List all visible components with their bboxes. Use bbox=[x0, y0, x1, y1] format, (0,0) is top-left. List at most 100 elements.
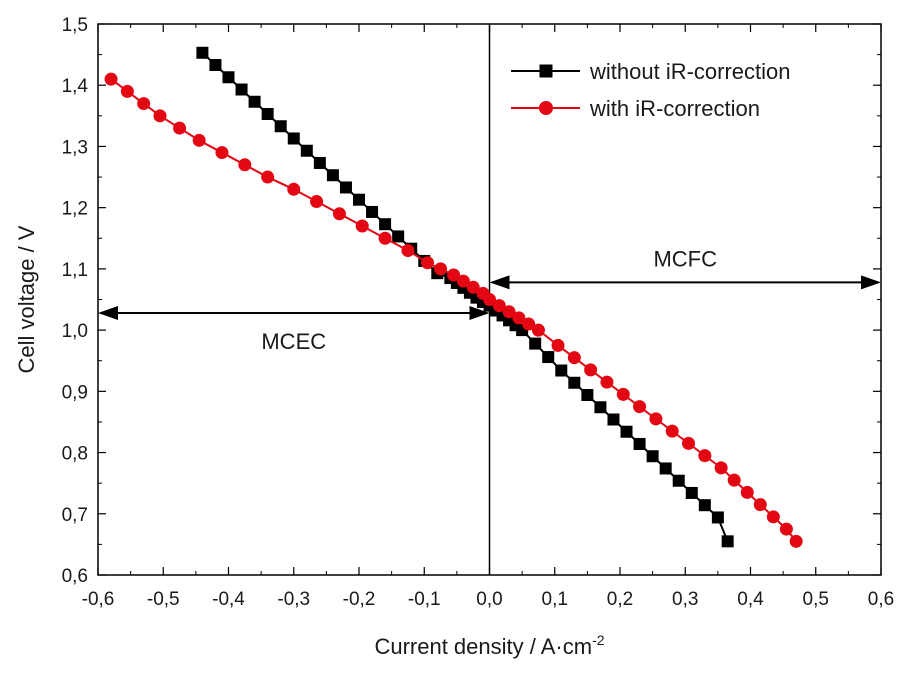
data-point-circle bbox=[466, 280, 480, 294]
data-point-square bbox=[509, 319, 522, 332]
data-point-circle bbox=[456, 274, 470, 288]
data-point-circle bbox=[682, 436, 696, 450]
legend-square-marker-icon bbox=[539, 64, 553, 78]
y-tick-label: 1,2 bbox=[62, 199, 88, 220]
data-point-square bbox=[261, 107, 274, 120]
y-tick-label: 1,3 bbox=[62, 137, 88, 158]
data-point-circle bbox=[522, 317, 536, 331]
data-point-square bbox=[326, 169, 339, 182]
data-point-square bbox=[659, 462, 672, 475]
y-tick-label: 1,1 bbox=[62, 260, 88, 281]
data-point-circle bbox=[215, 146, 229, 160]
data-point-square bbox=[711, 511, 724, 524]
data-point-square bbox=[633, 437, 646, 450]
data-point-square bbox=[698, 499, 711, 512]
x-tick-label: 0,2 bbox=[607, 589, 633, 610]
data-point-square bbox=[235, 83, 248, 96]
data-point-circle bbox=[447, 268, 461, 282]
series-with-ir bbox=[104, 72, 803, 548]
data-point-circle bbox=[502, 305, 516, 319]
data-point-square bbox=[379, 218, 392, 231]
legend-circle-marker-icon bbox=[539, 101, 553, 115]
data-point-circle bbox=[355, 219, 369, 233]
data-point-circle bbox=[287, 182, 301, 196]
y-axis-title: Cell voltage / V bbox=[14, 225, 39, 373]
data-point-square bbox=[607, 413, 620, 426]
series-without-ir bbox=[196, 46, 734, 548]
data-point-circle bbox=[753, 498, 767, 512]
annotation-label: MCEC bbox=[261, 329, 326, 354]
annotations: MCEC MCFC bbox=[98, 246, 881, 354]
y-tick-label: 0,9 bbox=[62, 382, 88, 403]
y-tick-label: 0,6 bbox=[62, 566, 88, 587]
data-point-circle bbox=[104, 72, 118, 86]
data-point-circle bbox=[332, 207, 346, 221]
data-point-circle bbox=[633, 400, 647, 414]
arrow-head-right-icon bbox=[861, 275, 881, 290]
data-point-circle bbox=[789, 534, 803, 548]
data-point-square bbox=[222, 71, 235, 84]
data-point-square bbox=[555, 364, 568, 377]
data-point-circle bbox=[120, 84, 134, 98]
data-point-circle bbox=[551, 338, 565, 352]
data-point-circle bbox=[421, 256, 435, 270]
data-point-circle bbox=[137, 97, 151, 111]
data-point-circle bbox=[714, 461, 728, 475]
data-point-circle bbox=[173, 121, 187, 135]
annotation-mcec: MCEC bbox=[98, 305, 490, 354]
data-point-circle bbox=[153, 109, 167, 123]
data-point-circle bbox=[727, 473, 741, 487]
data-point-square bbox=[581, 389, 594, 402]
data-point-square bbox=[685, 486, 698, 499]
arrow-head-left-icon bbox=[98, 305, 118, 320]
x-tick-label: 0,4 bbox=[737, 589, 764, 610]
data-point-square bbox=[196, 46, 209, 59]
data-point-square bbox=[339, 181, 352, 194]
arrow-head-left-icon bbox=[489, 275, 510, 290]
data-point-square bbox=[366, 205, 379, 218]
y-tick-label: 0,8 bbox=[62, 444, 88, 465]
y-tick-label: 1,0 bbox=[62, 321, 88, 342]
x-tick-label: -0,5 bbox=[147, 589, 180, 610]
x-tick-label: 0,6 bbox=[868, 589, 894, 610]
x-tick-label: 0,1 bbox=[542, 589, 568, 610]
data-point-circle bbox=[766, 510, 780, 524]
data-point-circle bbox=[401, 244, 415, 258]
data-point-square bbox=[721, 535, 734, 548]
data-point-circle bbox=[492, 299, 506, 313]
legend: without iR-correction with iR-correction bbox=[511, 59, 791, 121]
x-tick-label: -0,2 bbox=[343, 589, 376, 610]
axes: -0,6 -0,5 -0,4 -0,3 -0,2 -0,1 0,0 0,1 0,2 0,3 0,4 0… bbox=[62, 15, 895, 610]
data-point-square bbox=[672, 474, 685, 487]
data-point-square bbox=[209, 59, 222, 72]
data-point-square bbox=[392, 230, 405, 243]
data-point-circle bbox=[434, 262, 448, 276]
y-tick-label: 1,4 bbox=[62, 76, 89, 97]
plot-series bbox=[104, 46, 803, 548]
data-point-circle bbox=[238, 158, 252, 172]
data-point-square bbox=[274, 120, 287, 133]
data-point-square bbox=[287, 132, 300, 145]
arrow-head-right-icon bbox=[469, 305, 490, 320]
data-point-circle bbox=[483, 293, 496, 306]
data-point-square bbox=[529, 337, 542, 350]
data-point-circle bbox=[512, 311, 526, 325]
data-point-circle bbox=[649, 412, 663, 426]
x-tick-label: -0,4 bbox=[212, 589, 245, 610]
legend-label: with iR-correction bbox=[589, 96, 760, 121]
data-point-square bbox=[594, 401, 607, 414]
data-point-circle bbox=[665, 424, 679, 438]
data-point-square bbox=[568, 376, 581, 389]
data-point-circle bbox=[584, 363, 598, 377]
data-point-circle bbox=[310, 195, 324, 209]
x-axis-title-superscript: -2 bbox=[592, 632, 605, 648]
data-point-square bbox=[248, 95, 261, 108]
data-point-circle bbox=[600, 375, 614, 389]
data-point-square bbox=[300, 144, 313, 157]
data-point-circle bbox=[740, 485, 754, 499]
data-point-circle bbox=[192, 133, 206, 147]
legend-item: without iR-correction bbox=[511, 59, 791, 84]
x-tick-label: -0,6 bbox=[82, 589, 115, 610]
data-point-square bbox=[353, 193, 365, 206]
